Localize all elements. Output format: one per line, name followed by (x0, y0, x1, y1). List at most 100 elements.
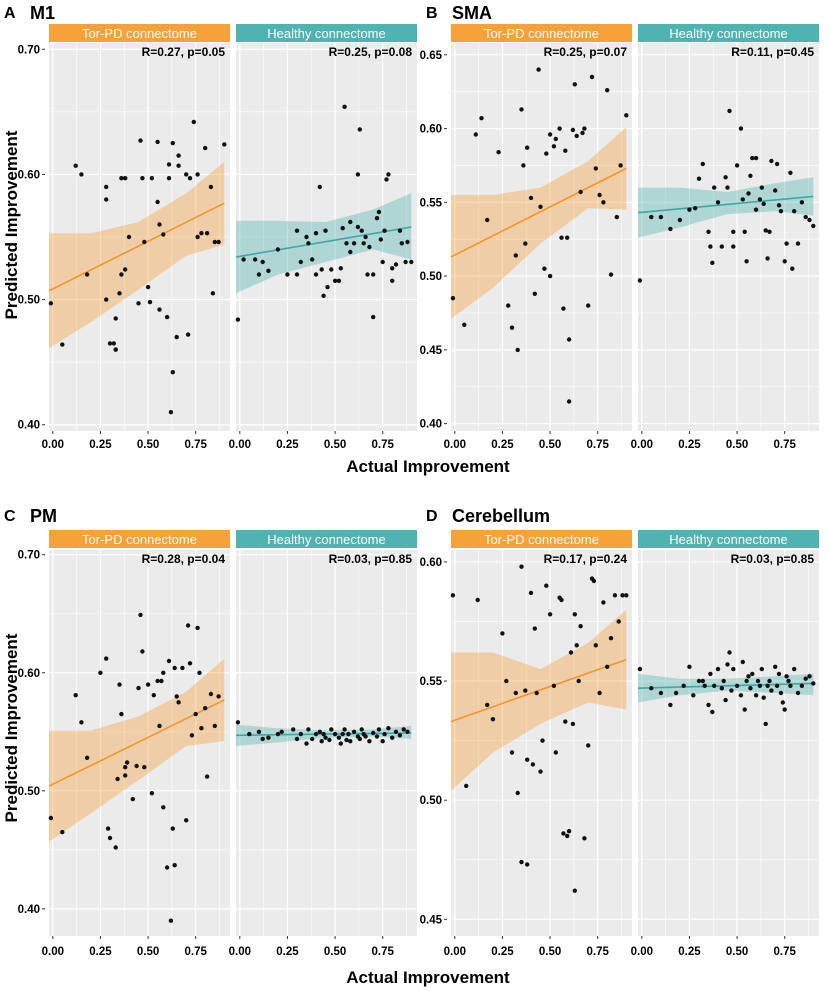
data-point (279, 729, 284, 734)
data-point (357, 736, 362, 742)
data-point (753, 693, 759, 698)
facet-strip (638, 24, 819, 42)
data-point (759, 185, 764, 190)
data-point (195, 234, 200, 240)
data-point (525, 862, 530, 867)
data-point (795, 690, 801, 696)
data-point (351, 241, 357, 246)
data-point (788, 683, 793, 688)
facet-strip (451, 24, 632, 42)
data-point (637, 666, 643, 672)
data-point (184, 818, 189, 823)
data-point (753, 207, 759, 212)
data-point (140, 649, 145, 654)
data-point (450, 593, 456, 598)
data-point (693, 206, 698, 211)
data-point (776, 203, 782, 208)
data-point (105, 826, 111, 831)
y-tick-label: 0.60 (420, 557, 442, 569)
stat-annotation: R=0.25, p=0.07 (544, 45, 628, 59)
data-point (673, 690, 679, 696)
data-point (786, 678, 791, 684)
data-point (473, 132, 478, 137)
x-tick-label: 0.75 (774, 439, 797, 451)
data-point (708, 244, 713, 249)
facet-strip (236, 24, 417, 42)
data-point (119, 711, 124, 717)
data-point (807, 217, 812, 223)
data-point (774, 683, 780, 688)
data-point (528, 195, 534, 201)
data-point (117, 291, 122, 296)
confidence-band (49, 161, 225, 349)
facet-healthy: Healthy connectome R=0.03, p=0.85 0.00 0.25… (229, 530, 417, 958)
data-point (778, 690, 784, 696)
data-point (763, 721, 768, 727)
data-point (172, 665, 177, 671)
data-point (323, 228, 328, 233)
data-point (123, 765, 128, 770)
data-point (649, 686, 654, 691)
data-point (382, 731, 387, 737)
data-point (523, 688, 528, 693)
data-point (340, 731, 345, 737)
data-point (574, 643, 579, 648)
panel-a-title: M1 (30, 3, 55, 23)
data-point (338, 741, 343, 746)
data-point (532, 626, 537, 631)
data-point (401, 727, 406, 732)
data-point (145, 682, 151, 687)
data-point (321, 731, 326, 737)
data-point (317, 729, 322, 734)
data-point (338, 266, 343, 271)
data-point (294, 736, 300, 742)
data-point (359, 727, 364, 732)
data-point (668, 702, 673, 708)
x-tick-label: 0.00 (229, 946, 251, 958)
data-point (761, 201, 766, 206)
data-point (553, 750, 558, 755)
data-point (386, 172, 391, 177)
data-point (547, 132, 553, 137)
facet-torpd: Tor-PD connectome R=0.25, p=0.07 0.00 0.25 0… (444, 24, 632, 451)
data-point (199, 726, 204, 731)
data-point (138, 138, 143, 143)
data-point (582, 836, 587, 841)
data-point (784, 241, 789, 246)
data-point (355, 224, 361, 230)
data-point (136, 685, 141, 691)
panel-c-title: PM (30, 506, 57, 526)
data-point (399, 241, 404, 246)
data-point (310, 257, 315, 262)
stat-annotation: R=0.03, p=0.85 (329, 552, 413, 566)
data-point (782, 707, 787, 712)
facet-torpd: Tor-PD connectome R=0.28, p=0.04 0.00 0.25 0… (42, 530, 230, 958)
facet-strip-label: Healthy connectome (669, 26, 788, 41)
data-point (544, 151, 549, 156)
data-point (559, 597, 564, 603)
data-point (313, 231, 319, 236)
data-point (778, 209, 784, 214)
data-point (759, 666, 764, 672)
data-point (111, 341, 117, 346)
data-point (784, 674, 789, 679)
x-tick-label: 0.25 (678, 946, 701, 958)
data-point (723, 175, 728, 180)
data-point (591, 578, 597, 584)
data-point (668, 226, 673, 232)
data-point (725, 185, 730, 190)
data-point (140, 176, 145, 181)
data-point (357, 127, 362, 132)
data-point (166, 162, 172, 167)
data-point (580, 130, 585, 136)
data-point (616, 619, 621, 624)
stat-annotation: R=0.28, p=0.04 (142, 552, 226, 566)
data-point (180, 665, 185, 671)
data-point (515, 347, 520, 353)
data-point (342, 104, 347, 110)
data-point (329, 267, 334, 272)
data-point (624, 113, 629, 118)
data-point (155, 678, 160, 684)
data-point (384, 177, 389, 182)
regression-line (450, 167, 627, 258)
